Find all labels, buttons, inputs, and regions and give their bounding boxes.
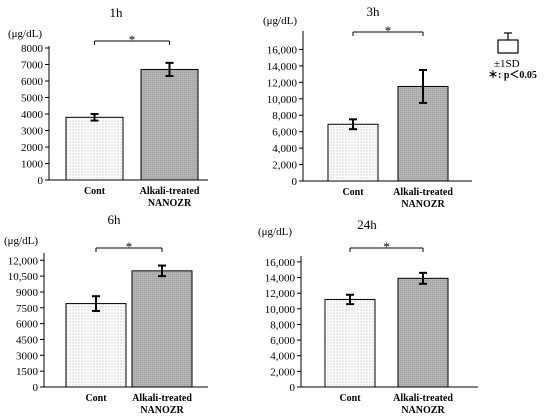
y-tick-label: 3000: [21, 126, 44, 138]
y-tick-label: 10,000: [265, 304, 296, 316]
y-tick-label: 8000: [21, 43, 44, 55]
x-category-label: NANOZR: [140, 405, 184, 416]
chart-panel-1h: 1h (μg/dL) 0 1000 2000 3000 4000 5000 6000 7000 80…: [8, 5, 208, 209]
y-axis-unit-label: (μg/dL): [263, 15, 297, 27]
x-category-label: Cont: [84, 186, 106, 197]
y-axis-unit-label: (μg/dL): [258, 226, 292, 238]
chart-panel-24h: 24h (μg/dL) 0 2,000 4,000 6,000 8,000 10,000 12,…: [258, 217, 478, 416]
bar-cont: [65, 303, 127, 388]
y-tick-label: 4500: [16, 334, 39, 346]
y-tick-label: 10,000: [267, 94, 298, 106]
y-tick-label: 6000: [21, 76, 44, 88]
y-tick-label: 1000: [21, 159, 44, 171]
bar-nanozr: [397, 277, 449, 388]
y-tick-label: 16,000: [267, 44, 298, 56]
bar-cont: [324, 298, 376, 388]
chart-title: 6h: [108, 212, 122, 227]
y-tick-label: 2,000: [270, 366, 295, 378]
legend-sd-label: ±1SD: [494, 58, 520, 70]
x-category-label: Cont: [339, 393, 361, 404]
x-category-label: Alkali-treated: [140, 186, 200, 197]
y-tick-label: 6,000: [272, 127, 297, 139]
y-tick-label: 4,000: [272, 143, 297, 155]
y-tick-label: 12,000: [267, 77, 298, 89]
y-tick-label: 2,000: [272, 160, 297, 172]
y-tick-label: 12,000: [265, 288, 296, 300]
y-tick-label: 0: [33, 382, 39, 394]
x-category-label: Cont: [342, 187, 364, 198]
significance-marker: *: [383, 239, 390, 254]
legend-significance-label: ＊: p＜0.05: [488, 69, 537, 81]
y-tick-label: 1500: [16, 366, 39, 378]
bar-cont: [327, 123, 379, 182]
y-tick-label: 7500: [16, 303, 39, 315]
x-category-label: Cont: [85, 393, 107, 404]
x-category-label: Alkali-treated: [393, 187, 453, 198]
significance-marker: *: [385, 23, 392, 38]
significance-marker: *: [126, 239, 133, 254]
y-tick-label: 4000: [21, 109, 44, 121]
x-category-label: NANOZR: [401, 405, 445, 416]
y-tick-label: 12,000: [8, 255, 39, 267]
y-tick-label: 0: [38, 175, 44, 187]
y-axis-unit-label: (μg/dL): [8, 28, 42, 40]
bar-nanozr: [140, 68, 199, 181]
chart-title: 1h: [110, 5, 124, 20]
y-tick-label: 6,000: [270, 335, 295, 347]
bar-nanozr: [131, 270, 193, 388]
legend: ±1SD ＊: p＜0.05: [488, 32, 537, 81]
chart-panels: 1h (μg/dL) 0 1000 2000 3000 4000 5000 6000 7000 80…: [4, 4, 478, 416]
x-category-label: NANOZR: [148, 198, 192, 209]
chart-title: 24h: [357, 217, 377, 232]
y-tick-label: 5000: [21, 93, 44, 105]
chart-title: 3h: [367, 4, 381, 19]
x-category-label: NANOZR: [401, 199, 445, 210]
y-tick-label: 9000: [16, 287, 39, 299]
y-tick-label: 4,000: [270, 351, 295, 363]
legend-sd-box: [497, 39, 519, 54]
y-tick-label: 3000: [16, 350, 39, 362]
x-category-label: Alkali-treated: [132, 393, 192, 404]
y-tick-label: 14,000: [265, 273, 296, 285]
y-axis-unit-label: (μg/dL): [4, 235, 38, 247]
y-tick-label: 0: [292, 176, 298, 188]
y-tick-label: 8,000: [270, 319, 295, 331]
y-tick-label: 16,000: [265, 257, 296, 269]
y-tick-label: 0: [290, 382, 296, 394]
chart-panel-6h: 6h (μg/dL) 0 1500 3000 4500 6000 7500 9000 10,500…: [4, 212, 208, 416]
chart-panel-3h: 3h (μg/dL) 0 2,000 4,000 6,000 8,000 10,000 12,0…: [263, 4, 472, 210]
y-tick-label: 8,000: [272, 110, 297, 122]
y-tick-label: 10,500: [8, 271, 39, 283]
y-tick-label: 14,000: [267, 61, 298, 73]
y-tick-label: 2000: [21, 142, 44, 154]
bar-cont: [65, 116, 124, 181]
significance-marker: *: [129, 32, 136, 47]
x-category-label: Alkali-treated: [393, 393, 453, 404]
y-tick-label: 6000: [16, 319, 39, 331]
y-tick-label: 7000: [21, 60, 44, 72]
